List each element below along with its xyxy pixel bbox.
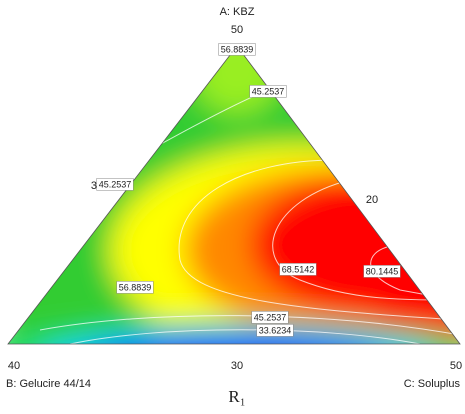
contour-label-box: [363, 265, 401, 278]
contour-label: 80.1445: [366, 266, 399, 276]
contour-label-box: [116, 281, 154, 294]
tick-label: 50: [450, 360, 462, 372]
axis-label: A: KBZ: [220, 6, 255, 18]
axis-label: C: Soluplus: [404, 378, 461, 390]
contour-label-box: [279, 263, 317, 276]
contour-label: 45.2537: [99, 179, 132, 189]
tick-label: 40: [8, 360, 20, 372]
contour-label: 56.8839: [119, 282, 152, 292]
contour-label-box: [218, 43, 256, 56]
chart-title: R₁: [228, 387, 245, 406]
contour-label: 33.6234: [259, 325, 292, 335]
contour-label: 56.8839: [221, 44, 254, 54]
contour-label-box: [249, 85, 287, 98]
tick-label: 20: [366, 194, 378, 206]
axis-label: B: Gelucire 44/14: [6, 378, 91, 390]
contour-label: 45.2537: [252, 86, 285, 96]
surface: [8, 46, 460, 344]
triangle-frame: [7, 45, 461, 345]
contour-label: 68.5142: [282, 264, 315, 274]
tick-label: 50: [231, 24, 243, 36]
contour-label-box: [251, 311, 289, 324]
tick-label: 30: [231, 360, 243, 372]
contour-label-box: [96, 178, 134, 191]
contour-label: 45.2537: [254, 312, 287, 322]
contour-label-box: [256, 324, 294, 337]
